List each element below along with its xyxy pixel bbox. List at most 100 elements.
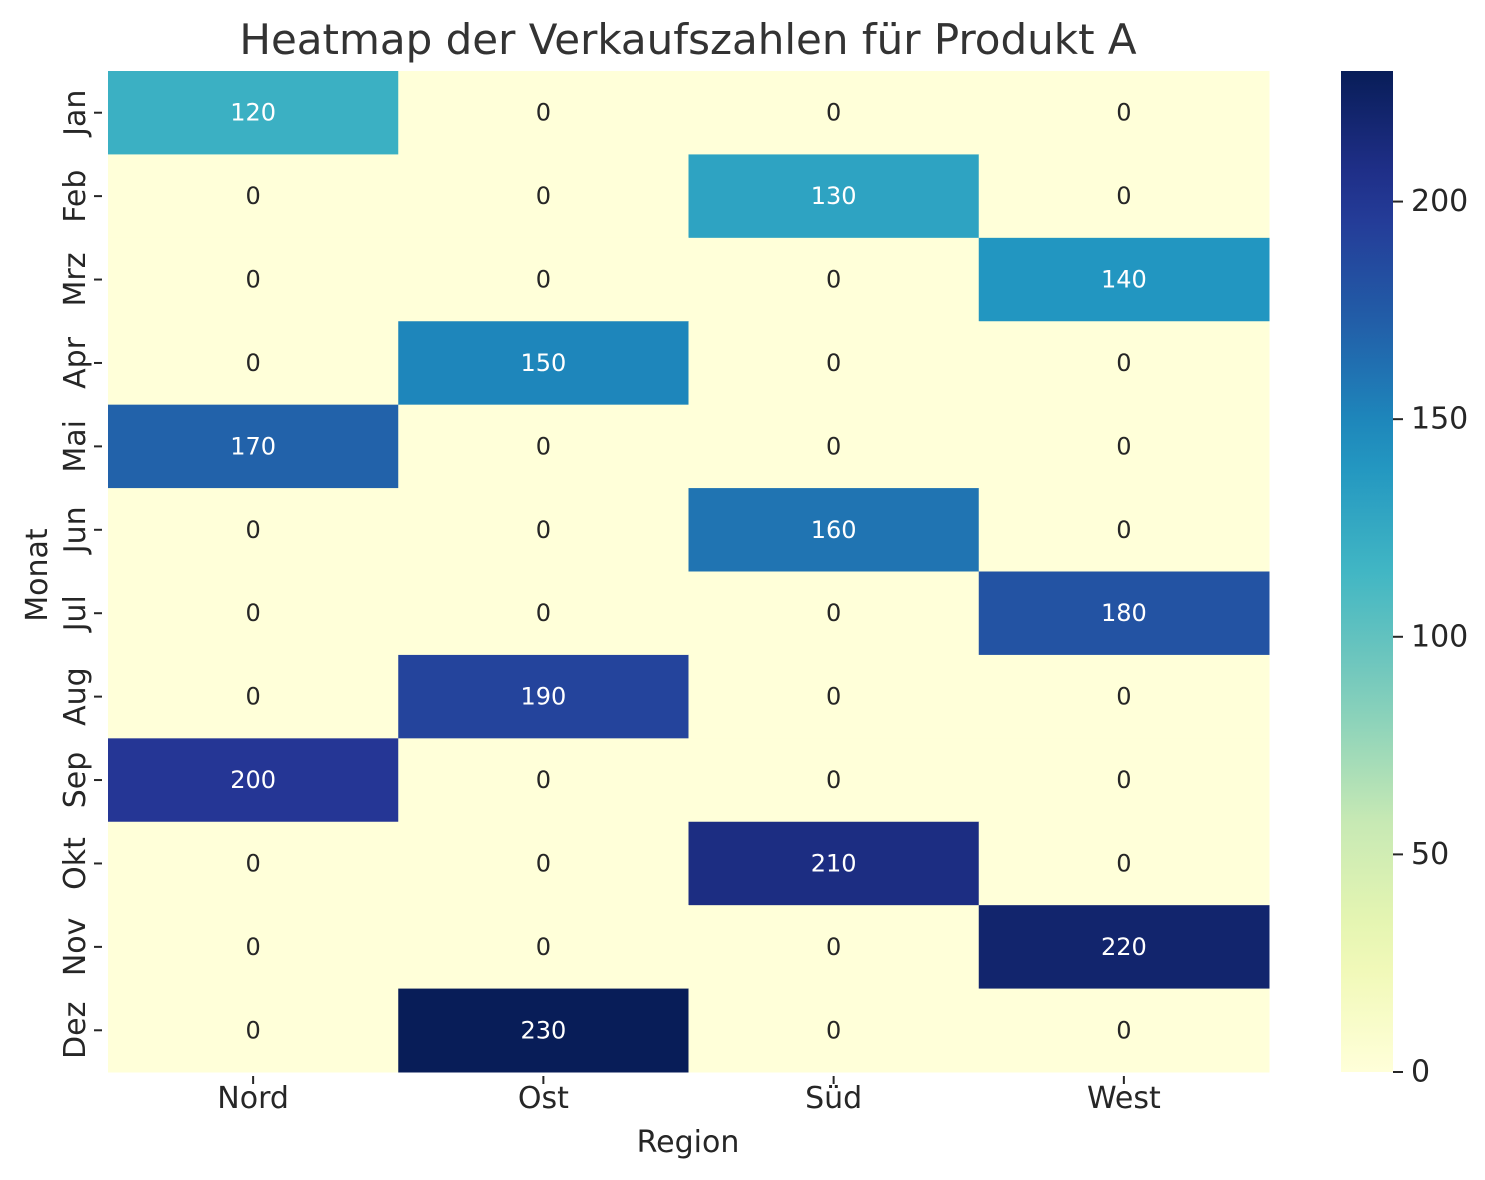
cell-value-label: 0 [1116,683,1131,711]
y-tick-label: Nov [58,918,93,977]
colorbar-tick-label: 0 [1411,1055,1430,1090]
heatmap-cell [108,321,399,406]
heatmap-cell [398,237,689,322]
cell-value-label: 0 [1116,766,1131,794]
heatmap-cell [978,654,1270,739]
heatmap-cell [978,71,1270,155]
y-tick-label: Jan [58,90,93,138]
heatmap-cell-labels: 120 0 0 0 0 0 130 0 0 0 0 140 0 150 0 0 170 0 0 0 0 0 160 0 0 0 0 1… [230,99,1147,1045]
heatmap-cell [978,821,1270,906]
heatmap-cell [108,571,399,656]
x-axis-label: Region [637,1125,740,1160]
cell-value-label: 0 [826,933,841,961]
cell-value-label: 160 [811,516,857,544]
colorbar-tick-label: 100 [1411,619,1468,654]
cell-value-label: 150 [520,349,566,377]
cell-value-label: 0 [1116,182,1131,210]
y-tick-label: Feb [58,170,93,223]
heatmap-cell [688,988,980,1073]
cell-value-label: 180 [1101,599,1147,627]
x-tick-label: Süd [805,1081,862,1116]
heatmap-cell [108,738,399,823]
heatmap-cell [108,237,399,322]
y-tick-label: Aug [58,667,93,726]
colorbar-tick-label: 50 [1411,837,1449,872]
heatmap-cell [688,654,980,739]
cell-value-label: 130 [811,182,857,210]
y-tick-label: Sep [58,752,93,809]
cell-value-label: 0 [826,99,841,127]
cell-value-label: 0 [1116,99,1131,127]
heatmap-cell [688,154,980,239]
x-axis: Nord Ost Süd West [217,1076,1161,1116]
heatmap-cell [398,654,689,739]
cell-value-label: 0 [826,1016,841,1044]
cell-value-label: 0 [536,182,551,210]
cell-value-label: 0 [826,683,841,711]
cell-value-label: 0 [245,1016,260,1044]
heatmap-cell [398,821,689,906]
heatmap-cell [978,905,1270,990]
heatmap-cell [688,404,980,489]
heatmap-cell [398,988,689,1073]
heatmap-cell [978,237,1270,322]
y-axis-label: Monat [20,528,55,622]
cell-value-label: 0 [826,766,841,794]
heatmap-cell [978,988,1270,1073]
cell-value-label: 0 [245,683,260,711]
heatmap-cell [688,321,980,406]
cell-value-label: 0 [826,349,841,377]
heatmap-cell [108,71,399,155]
cell-value-label: 0 [826,599,841,627]
x-tick-label: West [1087,1081,1161,1116]
heatmap-cell [398,488,689,572]
cell-value-label: 210 [811,849,857,877]
heatmap-cell [688,571,980,656]
heatmap-cell [108,488,399,572]
cell-value-label: 190 [520,683,566,711]
cell-value-label: 0 [536,516,551,544]
heatmap-cell [688,488,980,572]
cell-value-label: 230 [520,1016,566,1044]
heatmap-cell [688,738,980,823]
y-tick-label: Jul [58,595,93,633]
heatmap-cell [108,905,399,990]
heatmap-cell [688,237,980,322]
cell-value-label: 0 [1116,849,1131,877]
cell-value-label: 0 [245,599,260,627]
heatmap-cell [108,654,399,739]
cell-value-label: 0 [245,182,260,210]
heatmap-cell [978,321,1270,406]
cell-value-label: 0 [1116,349,1131,377]
heatmap-cell [978,404,1270,489]
heatmap-cell [978,738,1270,823]
heatmap-cell [108,821,399,906]
x-tick-label: Nord [217,1081,289,1116]
cell-value-label: 0 [536,849,551,877]
cell-value-label: 0 [245,516,260,544]
heatmap-cell [398,154,689,239]
heatmap-cell [688,821,980,906]
heatmap-cell [978,488,1270,572]
cell-value-label: 0 [245,349,260,377]
cell-value-label: 0 [536,99,551,127]
colorbar-tick-label: 200 [1411,184,1468,219]
y-tick-label: Mrz [58,253,93,307]
y-tick-label: Jun [58,506,93,555]
cell-value-label: 0 [1116,516,1131,544]
cell-value-label: 0 [536,766,551,794]
heatmap-cell [978,154,1270,239]
cell-value-label: 0 [536,599,551,627]
y-tick-label: Dez [58,1002,93,1059]
y-axis: Jan Feb Mrz Apr Mai Jun Jul Aug Sep Okt Nov Dez [58,90,102,1059]
colorbar-tick-label: 150 [1411,402,1468,437]
heatmap-cells [108,71,1270,1073]
heatmap-cell [108,988,399,1073]
heatmap-cell [398,571,689,656]
chart-title: Heatmap der Verkaufszahlen für Produkt A [239,15,1137,64]
heatmap-cell [398,71,689,155]
cell-value-label: 0 [245,933,260,961]
cell-value-label: 200 [230,766,276,794]
cell-value-label: 0 [1116,1016,1131,1044]
